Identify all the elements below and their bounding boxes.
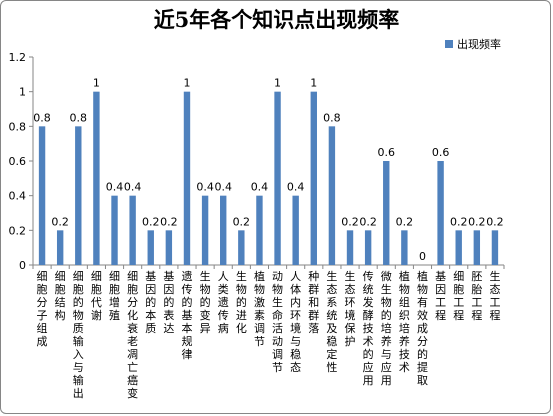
category-label: 细胞结构 bbox=[55, 270, 66, 322]
bar bbox=[165, 230, 173, 265]
data-label: 0.2 bbox=[142, 215, 160, 228]
bar bbox=[364, 230, 372, 265]
data-label: 0.4 bbox=[287, 181, 305, 194]
data-label: 0.2 bbox=[468, 215, 486, 228]
legend: 出现频率 bbox=[445, 36, 501, 52]
y-tick-label: 0.4 bbox=[9, 190, 27, 203]
data-label: 0.2 bbox=[396, 215, 414, 228]
bar bbox=[346, 230, 354, 265]
category-label: 基因工程 bbox=[435, 270, 446, 322]
category-label: 人类遗传病 bbox=[218, 270, 229, 335]
bar bbox=[256, 195, 263, 265]
category-label: 生物的进化 bbox=[236, 269, 247, 335]
bar bbox=[75, 126, 82, 265]
bar bbox=[473, 230, 481, 265]
data-label: 0.4 bbox=[251, 181, 269, 194]
bar bbox=[220, 195, 227, 265]
category-label: 植物有效成分的提取 bbox=[417, 269, 428, 387]
category-label: 生态工程 bbox=[489, 269, 500, 322]
bar bbox=[129, 195, 136, 265]
category-label: 基因的表达 bbox=[163, 270, 174, 335]
bar bbox=[310, 91, 317, 266]
category-label: 细胞增殖 bbox=[109, 270, 120, 322]
data-label: 0.2 bbox=[341, 215, 359, 228]
bar bbox=[491, 230, 499, 265]
data-label: 0.8 bbox=[33, 111, 51, 124]
data-label: 1 bbox=[274, 77, 281, 90]
data-label: 0.2 bbox=[160, 215, 178, 228]
category-label: 细胞代谢 bbox=[91, 270, 102, 322]
data-label: 0.4 bbox=[214, 181, 232, 194]
category-label: 细胞工程 bbox=[453, 270, 464, 322]
category-label: 细胞的物质输入与输出 bbox=[73, 270, 84, 400]
bar bbox=[292, 195, 299, 265]
y-tick-label: 0.2 bbox=[9, 224, 27, 237]
data-label: 0 bbox=[419, 250, 426, 263]
category-label: 动物生命活动调节 bbox=[272, 270, 283, 374]
bar bbox=[455, 230, 462, 265]
bar bbox=[93, 91, 100, 266]
y-tick-label: 0.6 bbox=[9, 155, 27, 168]
category-label: 基因的本质 bbox=[145, 270, 156, 335]
data-label: 1 bbox=[310, 77, 317, 90]
bar bbox=[328, 126, 336, 265]
category-label: 微生物的培养与应用 bbox=[381, 269, 392, 387]
category-label: 植物激素调节 bbox=[254, 269, 265, 348]
bar bbox=[437, 161, 444, 265]
data-label: 0.6 bbox=[378, 146, 396, 159]
data-label: 0.6 bbox=[432, 146, 450, 159]
bar bbox=[183, 91, 191, 266]
bar bbox=[201, 195, 209, 265]
chart-title: 近5年各个知识点出现频率 bbox=[153, 7, 400, 32]
y-tick-label: 0.8 bbox=[9, 120, 27, 133]
bar bbox=[383, 161, 390, 265]
data-label: 0.8 bbox=[70, 111, 88, 124]
category-label: 生态环境保护 bbox=[345, 269, 356, 348]
data-label: 0.8 bbox=[323, 111, 341, 124]
category-label: 传统发酵技术的应用 bbox=[363, 270, 374, 387]
data-label: 0.4 bbox=[196, 181, 214, 194]
bar bbox=[238, 230, 245, 265]
data-label: 0.2 bbox=[51, 215, 69, 228]
category-label: 生态系统及稳定性 bbox=[326, 269, 337, 374]
data-label: 1 bbox=[93, 77, 100, 90]
category-label: 细胞分化衰老凋亡癌变 bbox=[127, 270, 138, 400]
bar bbox=[56, 230, 64, 265]
data-label: 1 bbox=[183, 77, 190, 90]
data-label: 0.4 bbox=[124, 181, 142, 194]
data-label: 0.2 bbox=[486, 215, 504, 228]
category-label: 人体内环境与稳态 bbox=[290, 270, 301, 374]
category-label: 植物组织培养技术 bbox=[399, 269, 410, 374]
category-label: 种群和群落 bbox=[308, 269, 319, 335]
y-tick-label: 1 bbox=[19, 86, 26, 99]
category-label: 细胞分子组成 bbox=[37, 270, 48, 348]
legend-swatch bbox=[445, 40, 453, 48]
bar bbox=[111, 195, 118, 265]
category-label: 遗传的基本规律 bbox=[181, 269, 192, 361]
bar bbox=[401, 230, 408, 265]
bar bbox=[147, 230, 154, 265]
bar bbox=[274, 91, 281, 266]
legend-label: 出现频率 bbox=[457, 38, 501, 51]
data-label: 0.4 bbox=[106, 181, 124, 194]
category-label: 生物的变异 bbox=[200, 269, 211, 335]
y-tick-label: 0 bbox=[19, 259, 26, 272]
y-tick-label: 1.2 bbox=[9, 51, 27, 64]
bar bbox=[38, 126, 46, 265]
category-label: 胚胎工程 bbox=[471, 270, 482, 322]
data-label: 0.2 bbox=[359, 215, 377, 228]
data-label: 0.2 bbox=[233, 215, 251, 228]
data-label: 0.2 bbox=[450, 215, 468, 228]
